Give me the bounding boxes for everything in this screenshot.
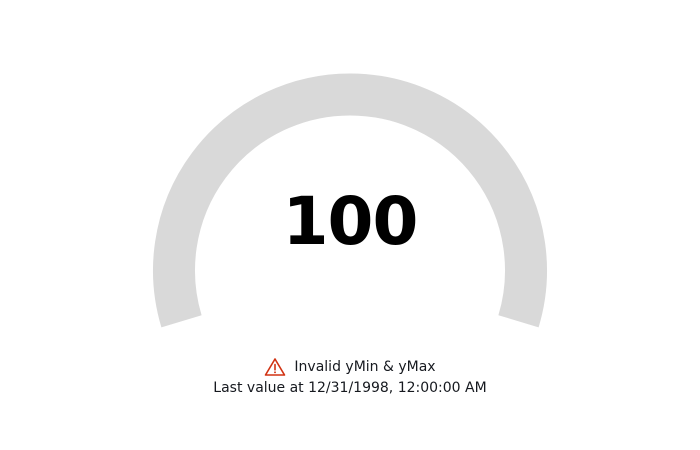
warning-triangle-icon [264,357,286,377]
gauge-widget: 100 [153,73,547,328]
gauge-value: 100 [282,183,419,260]
warning-row: Invalid yMin & yMax [0,356,700,378]
gauge-status: Invalid yMin & yMax Last value at 12/31/… [0,356,700,398]
gauge-track [153,73,547,328]
gauge-arc [153,73,547,328]
last-value-timestamp: Last value at 12/31/1998, 12:00:00 AM [213,380,487,396]
warning-text: Invalid yMin & yMax [294,359,436,375]
